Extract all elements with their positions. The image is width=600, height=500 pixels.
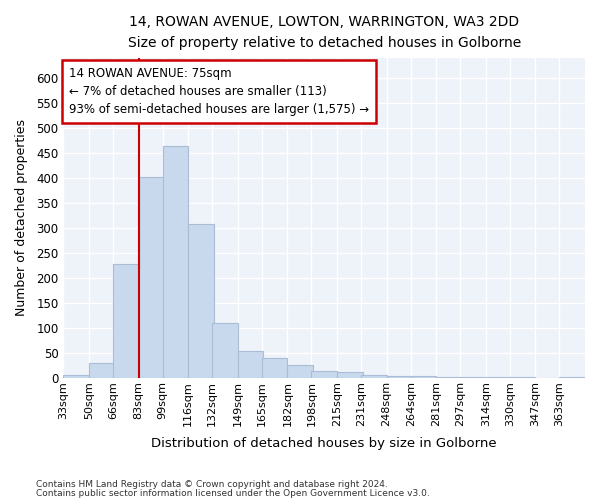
Y-axis label: Number of detached properties: Number of detached properties (15, 120, 28, 316)
X-axis label: Distribution of detached houses by size in Golborne: Distribution of detached houses by size … (151, 437, 497, 450)
Bar (113, 264, 139, 378)
Text: 14 ROWAN AVENUE: 75sqm
← 7% of detached houses are smaller (113)
93% of semi-det: 14 ROWAN AVENUE: 75sqm ← 7% of detached … (68, 68, 369, 116)
Bar (139, 178, 164, 378)
Bar (410, 376, 436, 378)
Bar (64, 376, 89, 378)
Text: Contains public sector information licensed under the Open Government Licence v3: Contains public sector information licen… (36, 489, 430, 498)
Bar (311, 372, 337, 378)
Bar (212, 323, 238, 378)
Bar (287, 365, 313, 378)
Text: Contains HM Land Registry data © Crown copyright and database right 2024.: Contains HM Land Registry data © Crown c… (36, 480, 388, 489)
Bar (436, 377, 462, 378)
Bar (188, 224, 214, 378)
Bar (262, 358, 287, 378)
Bar (361, 376, 386, 378)
Bar (386, 376, 412, 378)
Bar (163, 146, 188, 378)
Title: 14, ROWAN AVENUE, LOWTON, WARRINGTON, WA3 2DD
Size of property relative to detac: 14, ROWAN AVENUE, LOWTON, WARRINGTON, WA… (128, 15, 521, 50)
Bar (337, 372, 362, 378)
Bar (238, 352, 263, 378)
Bar (89, 363, 115, 378)
